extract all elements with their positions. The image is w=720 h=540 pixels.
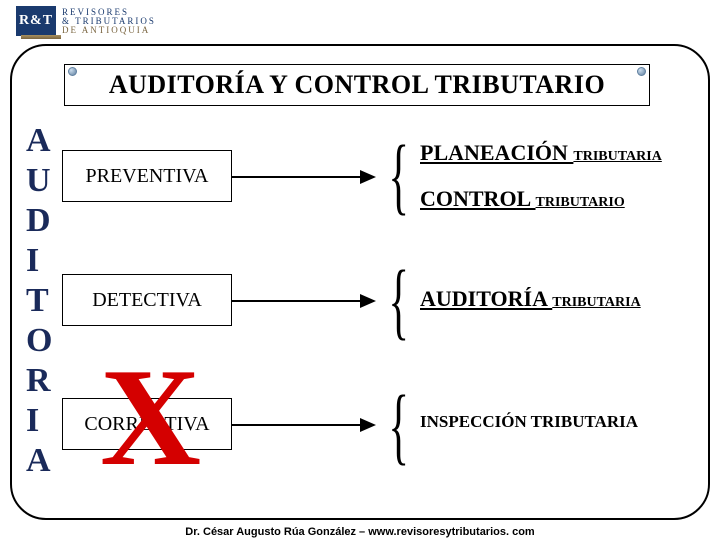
vletter: I (26, 404, 52, 444)
output-label-small: TRIBUTARIA (573, 149, 661, 164)
vletter: R (26, 364, 52, 404)
title-banner: AUDITORÍA Y CONTROL TRIBUTARIO (64, 64, 650, 106)
output-label-big: CONTROL (420, 186, 536, 211)
logo-line3: DE ANTIOQUIA (62, 26, 156, 35)
output-label-small: TRIBUTARIA (552, 295, 640, 310)
output-auditoria: AUDITORÍA TRIBUTARIA (420, 286, 641, 312)
arrow-icon (232, 170, 376, 184)
output-inspeccion: INSPECCIÓN TRIBUTARIA (420, 412, 638, 432)
vletter: T (26, 284, 52, 324)
vletter: I (26, 244, 52, 284)
vletter: A (26, 444, 52, 484)
output-planeacion: PLANEACIÓN TRIBUTARIA (420, 140, 662, 166)
arrow-icon (232, 294, 376, 308)
output-label-small: TRIBUTARIO (536, 195, 625, 210)
vletter: A (26, 124, 52, 164)
vertical-word-auditoria: A U D I T O R I A (26, 124, 52, 484)
logo-mark: R&T (16, 6, 56, 36)
vletter: U (26, 164, 52, 204)
footer-credit: Dr. César Augusto Rúa González – www.rev… (0, 526, 720, 538)
brand-logo: R&T REVISORES & TRIBUTARIOS DE ANTIOQUIA (16, 6, 156, 36)
logo-text: REVISORES & TRIBUTARIOS DE ANTIOQUIA (62, 8, 156, 35)
arrow-icon (232, 418, 376, 432)
category-box-preventiva: PREVENTIVA (62, 150, 232, 202)
category-box-detectiva: DETECTIVA (62, 274, 232, 326)
output-label-big: AUDITORÍA (420, 286, 552, 311)
vletter: D (26, 204, 52, 244)
output-control: CONTROL TRIBUTARIO (420, 186, 625, 212)
category-box-correctiva: CORRECTIVA (62, 398, 232, 450)
output-label-big: PLANEACIÓN (420, 140, 573, 165)
page-title: AUDITORÍA Y CONTROL TRIBUTARIO (109, 70, 605, 100)
vletter: O (26, 324, 52, 364)
